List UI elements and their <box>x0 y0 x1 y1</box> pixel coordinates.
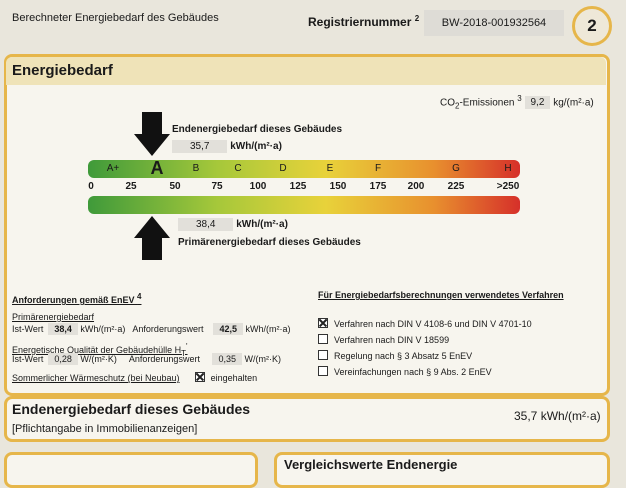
reg-label: Registriernummer 2 <box>308 14 419 29</box>
tick-label: 25 <box>125 181 137 192</box>
scale-graphic <box>88 112 520 260</box>
proc-item: Verfahren nach DIN V 4108-6 und DIN V 47… <box>318 318 532 329</box>
final-number: 35,7 <box>172 140 228 153</box>
final-unit: kWh/(m²·a) <box>230 141 282 152</box>
co2-value: 9,2 <box>524 96 551 110</box>
proc-checkbox <box>318 366 328 376</box>
req-sup: 4 <box>137 292 142 301</box>
class-label: F <box>374 163 382 174</box>
hull-req: 0,35 <box>212 353 242 365</box>
proc-item: Regelung nach § 3 Absatz 5 EnEV <box>318 350 472 361</box>
tick-label: 200 <box>407 181 425 192</box>
next-right-title: Vergleichswerte Endenergie <box>284 457 458 472</box>
proc-title: Für Energiebedarfsberechnungen verwendet… <box>318 290 564 300</box>
summary-box <box>4 396 610 442</box>
proc-label: Regelung nach § 3 Absatz 5 EnEV <box>334 351 473 361</box>
arrow-up <box>134 216 170 260</box>
hull-ist: 0,28 <box>48 353 78 365</box>
proc-item: Verfahren nach DIN V 18599 <box>318 334 449 345</box>
tick-label: 125 <box>289 181 307 192</box>
tick-label: 50 <box>169 181 181 192</box>
summary-value: 35,7 kWh/(m²·a) <box>514 409 601 423</box>
page-number: 2 <box>572 6 612 46</box>
summer-label: Sommerlicher Wärmeschutz (bei Neubau) <box>12 373 180 383</box>
section-bar <box>6 57 606 85</box>
co2: CO2-Emissionen 3 9,2 kg/(m²·a) <box>440 94 594 110</box>
header-title: Berechneter Energiebedarf des Gebäudes <box>12 12 219 24</box>
class-label: C <box>234 163 242 174</box>
co2-text: -Emissionen <box>459 97 515 109</box>
tick-label: 75 <box>211 181 223 192</box>
hull-ist-unit: W/(m²·K) <box>80 354 117 364</box>
primary-unit: kWh/(m²·a) <box>236 219 288 230</box>
co2-label: CO <box>440 97 455 109</box>
primary-req-unit: kWh/(m²·a) <box>245 324 291 334</box>
co2-sup: 3 <box>517 94 522 103</box>
hull-row: Ist-Wert 0,28 W/(m²·K) Anforderungswert … <box>12 353 281 365</box>
primary-req-title: Primärenergiebedarf <box>12 312 95 322</box>
summer-row: Sommerlicher Wärmeschutz (bei Neubau) ei… <box>12 372 257 383</box>
co2-unit: kg/(m²·a) <box>553 97 594 109</box>
scale-top <box>88 160 520 178</box>
arrow-down <box>134 112 170 156</box>
hull-title-text: Energetische Qualität der Gebäudehülle H <box>12 345 182 355</box>
primary-ist: 38,4 <box>48 323 78 335</box>
section-title: Energiebedarf <box>12 62 113 79</box>
scale-bottom <box>88 196 520 214</box>
page: {"header":{"title":"Berechneter Energieb… <box>0 0 626 470</box>
req-label: Anforderungswert <box>132 324 204 334</box>
tick-label: 100 <box>249 181 267 192</box>
primary-value: 38,4 kWh/(m²·a) <box>178 218 288 231</box>
summary-note: [Pflichtangabe in Immobilienanzeigen] <box>12 423 198 435</box>
hull-req-unit: W/(m²·K) <box>244 354 281 364</box>
tick-label: 225 <box>447 181 465 192</box>
primary-ist-unit: kWh/(m²·a) <box>80 324 126 334</box>
class-label: B <box>192 163 200 174</box>
primary-req: 42,5 <box>213 323 244 335</box>
tick-label: >250 <box>496 181 520 192</box>
reg-number: BW-2018-001932564 <box>424 10 564 36</box>
proc-checkbox <box>318 334 328 344</box>
final-label: Endenergiebedarf dieses Gebäudes <box>172 124 343 135</box>
tick-label: 0 <box>88 181 94 192</box>
proc-label: Verfahren nach DIN V 18599 <box>334 335 450 345</box>
primary-number: 38,4 <box>178 218 234 231</box>
primary-req-row: Ist-Wert 38,4 kWh/(m²·a) Anforderungswer… <box>12 323 291 335</box>
summer-checkbox <box>194 372 205 382</box>
co2-sub: 2 <box>455 101 460 111</box>
tick-label: 150 <box>329 181 347 192</box>
summer-state: eingehalten <box>210 373 258 383</box>
ist-label: Ist-Wert <box>12 354 44 364</box>
next-left-box <box>4 452 258 488</box>
class-label: G <box>452 163 460 174</box>
ist-label: Ist-Wert <box>12 324 44 334</box>
primary-label: Primärenergiebedarf dieses Gebäudes <box>178 237 361 248</box>
class-label: D <box>279 163 287 174</box>
req-label: Anforderungswert <box>128 354 200 364</box>
req-title: Anforderungen gemäß EnEV 4 <box>12 292 141 305</box>
tick-label: 175 <box>369 181 387 192</box>
reg-label-text: Registriernummer <box>308 15 412 29</box>
class-label: A <box>150 158 164 178</box>
proc-checkbox <box>318 318 328 328</box>
reg-sup: 2 <box>414 14 420 23</box>
class-label: E <box>326 163 334 174</box>
hull-sup: ' <box>186 342 188 351</box>
summary-title: Endenergiebedarf dieses Gebäudes <box>12 401 251 417</box>
energy-box <box>4 54 610 396</box>
proc-item: Vereinfachungen nach § 9 Abs. 2 EnEV <box>318 366 492 377</box>
final-value: 35,7 kWh/(m²·a) <box>172 140 282 153</box>
class-label: A+ <box>106 163 120 174</box>
hull-title: Energetische Qualität der Gebäudehülle H… <box>12 342 188 358</box>
proc-label: Verfahren nach DIN V 4108-6 und DIN V 47… <box>334 319 532 329</box>
req-title-text: Anforderungen gemäß EnEV <box>12 295 135 305</box>
proc-checkbox <box>318 350 328 360</box>
class-label: H <box>504 163 512 174</box>
hull-sub: T <box>181 348 186 358</box>
proc-label: Vereinfachungen nach § 9 Abs. 2 EnEV <box>334 367 492 377</box>
